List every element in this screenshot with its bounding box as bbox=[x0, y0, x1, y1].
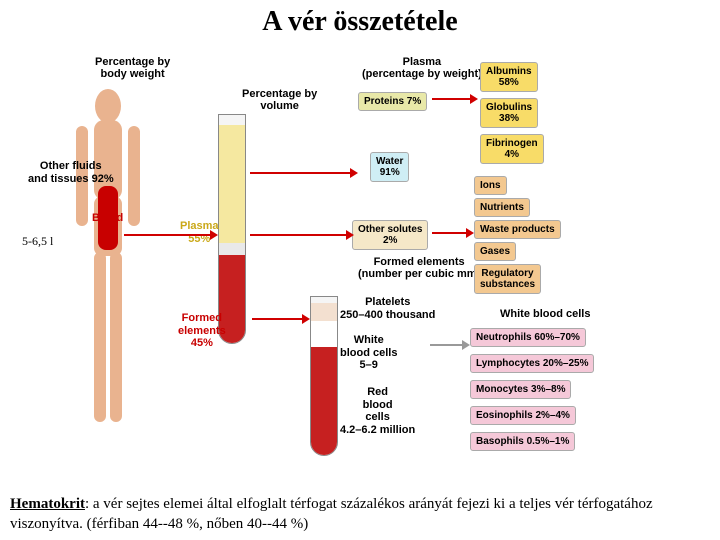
tube-main-fill-1 bbox=[219, 243, 245, 255]
wbc-box-0: Neutrophils 60%–70% bbox=[470, 328, 586, 347]
tube-main-fill-0 bbox=[219, 125, 245, 243]
protein-box-1: Globulins38% bbox=[480, 98, 538, 128]
footer-note: Hematokrit: a vér sejtes elemei által el… bbox=[10, 495, 710, 534]
arrow-3 bbox=[252, 318, 304, 320]
plasma-box-0: Proteins 7% bbox=[358, 92, 427, 111]
tube-formed-fill-2 bbox=[311, 347, 337, 456]
solute-box-2: Waste products bbox=[474, 220, 561, 239]
page-title: A vér összetétele bbox=[0, 0, 720, 38]
blood-volume-note: 5-6,5 l bbox=[22, 234, 53, 249]
solute-box-0: Ions bbox=[474, 176, 507, 195]
footer-text: : a vér sejtes elemei által elfoglalt té… bbox=[10, 496, 653, 532]
wbc-box-3: Eosinophils 2%–4% bbox=[470, 406, 576, 425]
arrow-1 bbox=[250, 172, 352, 174]
wbc-box-4: Basophils 0.5%–1% bbox=[470, 432, 575, 451]
blood-label: Blood8% bbox=[92, 212, 123, 237]
formed-elements-pct-label: Formedelements45% bbox=[178, 312, 226, 350]
red-cells-label: Redbloodcells4.2–6.2 million bbox=[340, 386, 415, 437]
arrow-4 bbox=[432, 98, 472, 100]
tube-formed-fill-1 bbox=[311, 321, 337, 347]
wbc-box-1: Lymphocytes 20%–25% bbox=[470, 354, 594, 373]
platelets-label: Platelets250–400 thousand bbox=[340, 296, 435, 321]
tube-formed bbox=[310, 296, 338, 456]
plasma-box-1: Water91% bbox=[370, 152, 409, 182]
other-fluids-label: Other fluidsand tissues 92% bbox=[28, 160, 114, 185]
solute-box-3: Gases bbox=[474, 242, 516, 261]
diagram-area: Percentage bybody weight Percentage byvol… bbox=[0, 42, 720, 482]
arrow-6 bbox=[430, 344, 464, 346]
human-figure bbox=[66, 86, 150, 446]
solute-box-4: Regulatorysubstances bbox=[474, 264, 541, 294]
wbc-header: White blood cells bbox=[500, 308, 590, 321]
wbc-box-2: Monocytes 3%–8% bbox=[470, 380, 571, 399]
arrow-2 bbox=[250, 234, 348, 236]
white-cells-label: Whiteblood cells5–9 bbox=[340, 334, 397, 372]
tube-formed-fill-0 bbox=[311, 303, 337, 321]
arrow-5 bbox=[432, 232, 468, 234]
protein-box-2: Fibrinogen4% bbox=[480, 134, 544, 164]
plasma-box-2: Other solutes2% bbox=[352, 220, 428, 250]
protein-box-0: Albumins58% bbox=[480, 62, 538, 92]
solute-box-1: Nutrients bbox=[474, 198, 530, 217]
arrow-0 bbox=[124, 234, 212, 236]
tube-main bbox=[218, 114, 246, 344]
col-header-plasma_pct: Plasma(percentage by weight) bbox=[362, 56, 482, 80]
footer-bold: Hematokrit bbox=[10, 496, 85, 512]
col-header-volume: Percentage byvolume bbox=[242, 88, 317, 112]
col-header-formed: Formed elements(number per cubic mm) bbox=[358, 256, 480, 280]
col-header-body_weight: Percentage bybody weight bbox=[95, 56, 170, 80]
